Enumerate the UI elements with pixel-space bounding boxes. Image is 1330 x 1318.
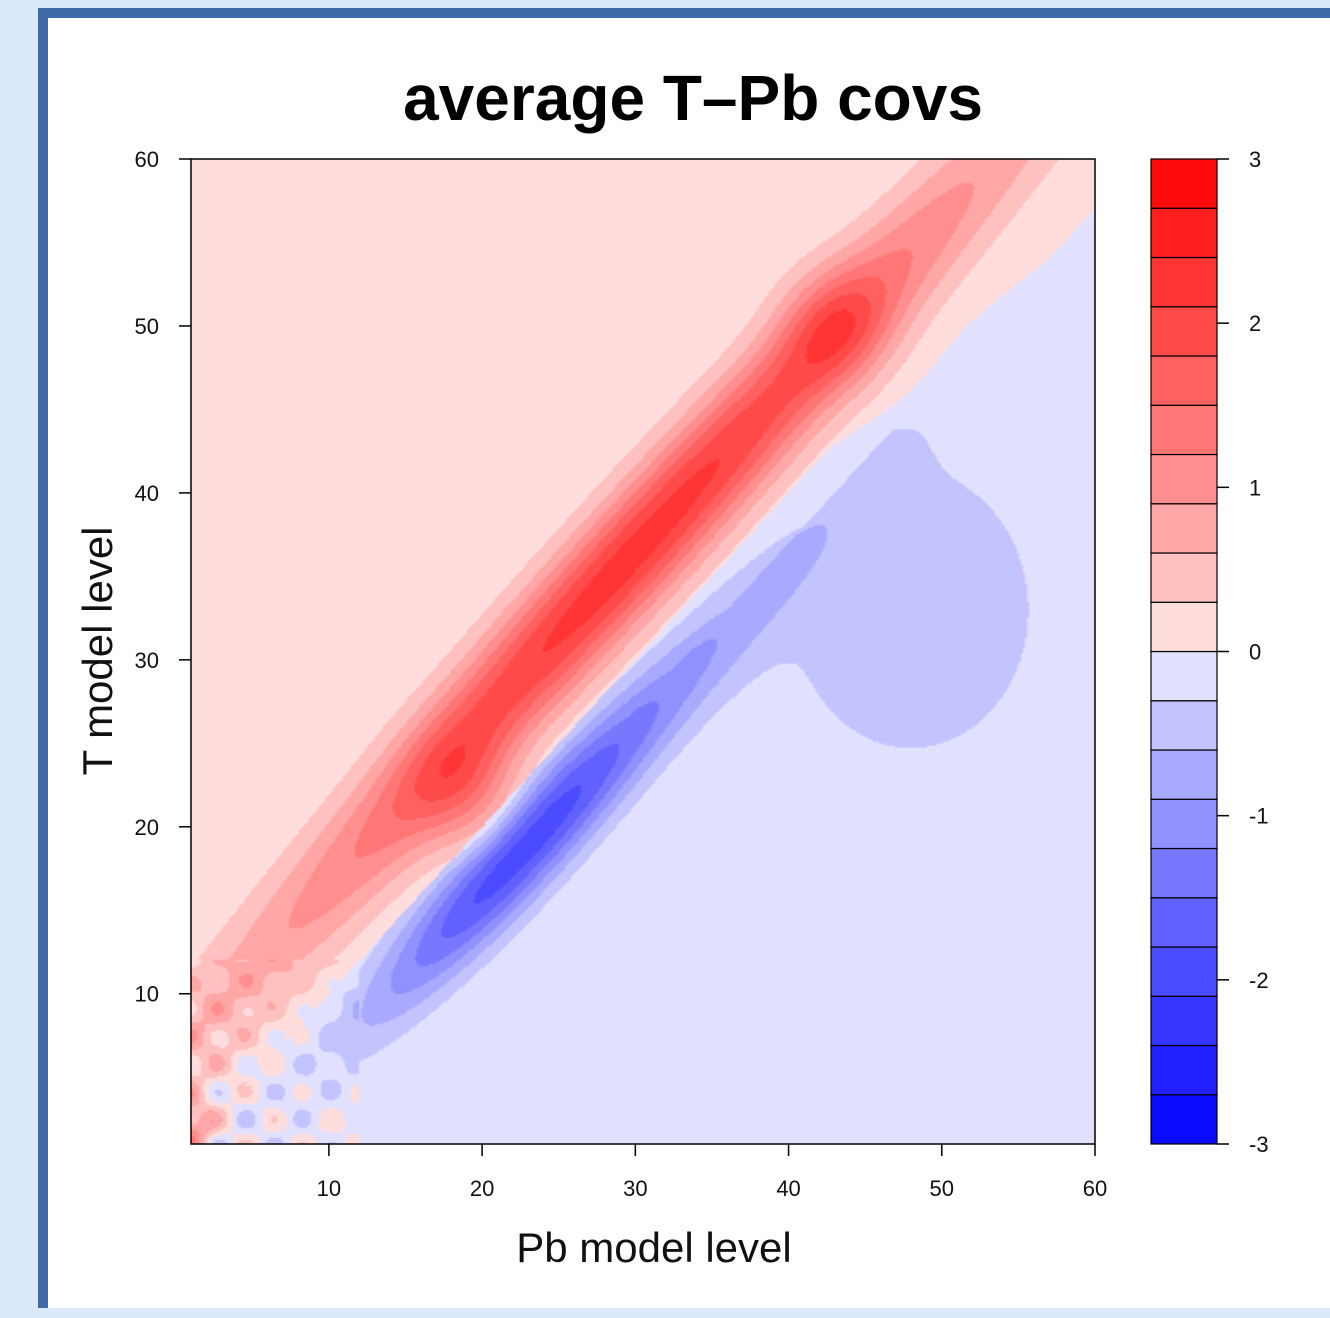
colorbar-bin: [1150, 749, 1218, 800]
x-tick-label: 30: [623, 1176, 647, 1201]
colorbar-tick-label: -3: [1249, 1132, 1269, 1157]
colorbar-bin: [1150, 847, 1218, 899]
colorbar-bin: [1150, 700, 1218, 751]
colorbar-bin: [1150, 897, 1218, 948]
x-tick-label: 60: [1083, 1176, 1107, 1201]
x-tick-label: 20: [470, 1176, 494, 1201]
colorbar-bin: [1150, 355, 1218, 406]
colorbar-bin: [1150, 256, 1218, 308]
colorbar-tick-label: -1: [1249, 804, 1269, 829]
colorbar-tick-label: -2: [1249, 968, 1269, 993]
colorbar-bin: [1150, 404, 1218, 456]
heatmap-field: [191, 159, 1095, 1144]
chart-title: average T–Pb covs: [403, 62, 983, 134]
y-tick-label: 40: [135, 481, 159, 506]
x-tick-label: 40: [776, 1176, 800, 1201]
colorbar-bin: [1150, 995, 1218, 1047]
y-tick-label: 20: [135, 815, 159, 840]
y-tick-label: 30: [135, 648, 159, 673]
colorbar-bin: [1150, 601, 1218, 653]
y-tick-label: 60: [135, 147, 159, 172]
colorbar-tick-label: 0: [1249, 640, 1261, 665]
colorbar-tick-label: 1: [1249, 475, 1261, 500]
figure-frame: average T–Pb covs 10 20 30 40 50 60 10 20 30 40 5…: [38, 8, 1330, 1308]
colorbar-bin: [1150, 503, 1218, 554]
plot-area: [190, 158, 1096, 1145]
x-tick-label: 50: [930, 1176, 954, 1201]
colorbar-bin: [1150, 946, 1218, 997]
colorbar-tick-label: 3: [1249, 147, 1261, 172]
colorbar-bin: [1150, 306, 1218, 357]
x-axis: 10 20 30 40 50 60: [317, 1144, 1107, 1201]
colorbar-bin: [1150, 1044, 1218, 1096]
colorbar-bin: [1150, 158, 1218, 209]
colorbar-tick-label: 2: [1249, 311, 1261, 336]
colorbar-bin: [1150, 453, 1218, 505]
colorbar: 3 2 1 0 -1 -2 -3: [1150, 147, 1269, 1157]
y-axis-title: T model level: [74, 526, 121, 775]
colorbar-bin: [1150, 798, 1218, 850]
colorbar-bin: [1150, 207, 1218, 259]
colorbar-bin: [1150, 1094, 1218, 1145]
y-axis: 10 20 30 40 50 60: [135, 147, 191, 1007]
x-tick-label: 10: [317, 1176, 341, 1201]
colorbar-bin: [1150, 552, 1218, 603]
plot-border: [190, 158, 1096, 1145]
colorbar-bin: [1150, 650, 1218, 702]
y-tick-label: 50: [135, 314, 159, 339]
y-tick-label: 10: [135, 982, 159, 1007]
heatmap-chart: average T–Pb covs 10 20 30 40 50 60 102030405…: [74, 62, 1269, 1271]
x-axis-title: Pb model level: [516, 1224, 791, 1271]
